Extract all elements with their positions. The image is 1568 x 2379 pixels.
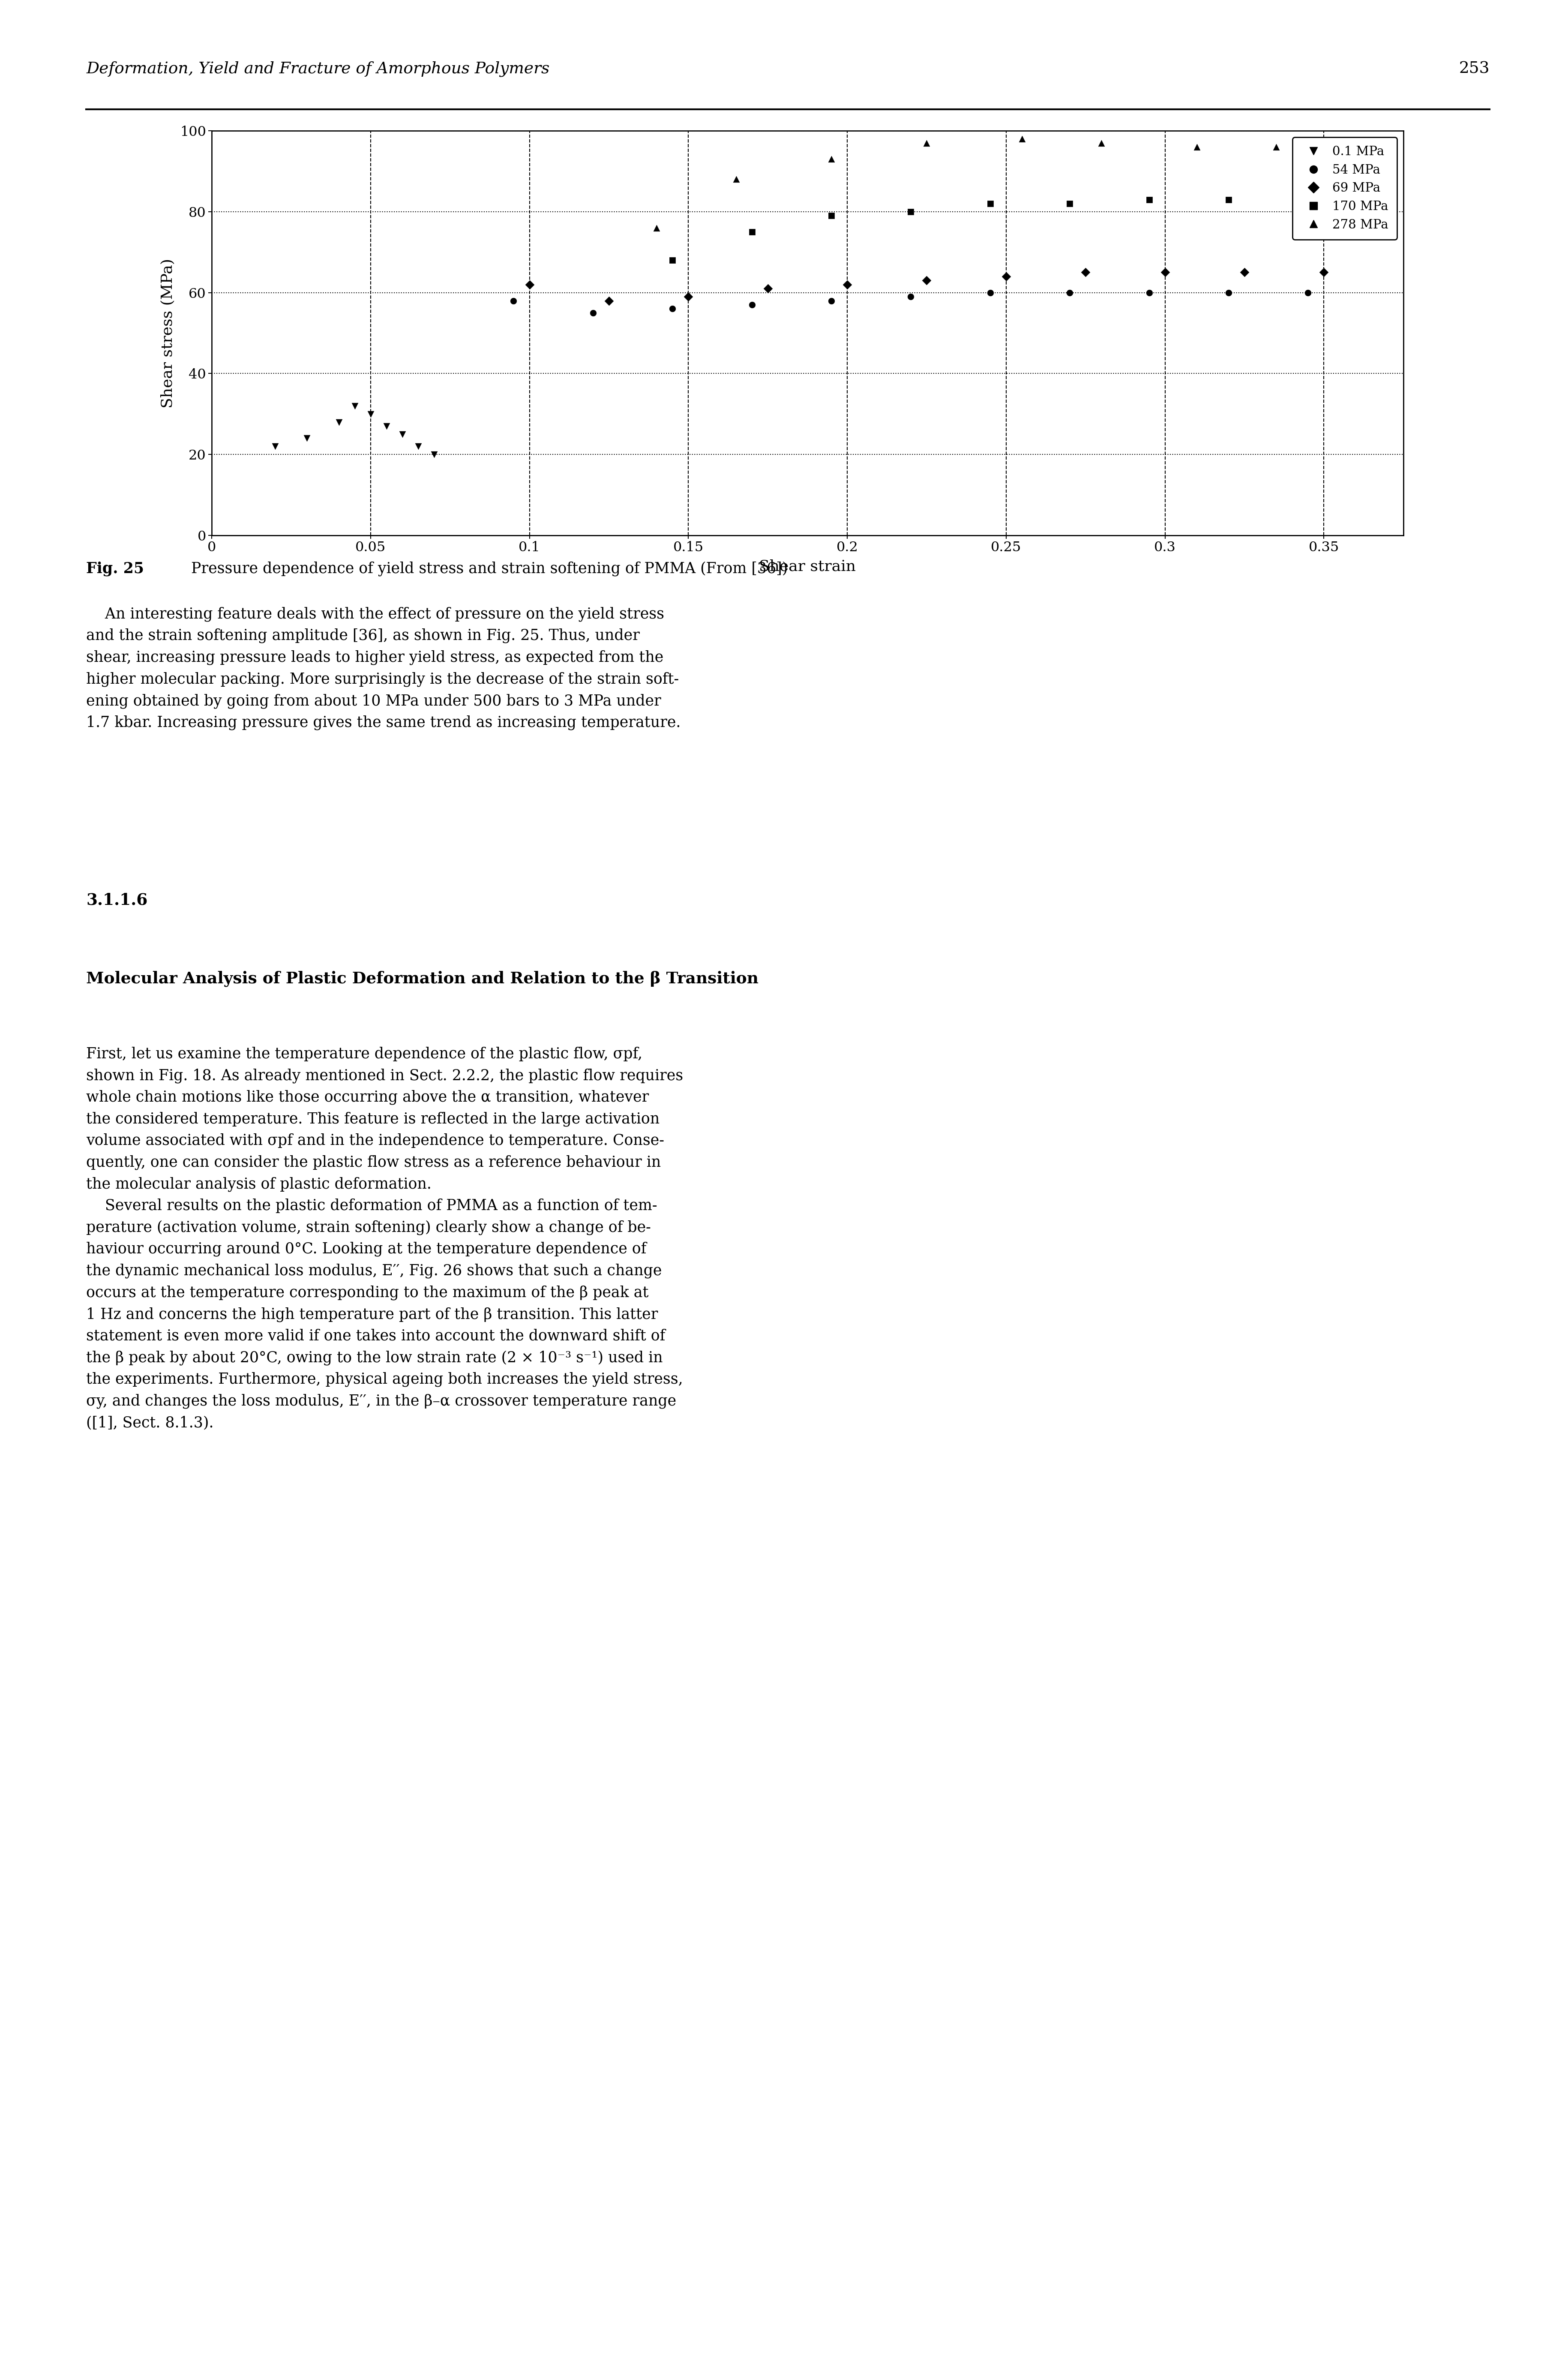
Point: [596, 281, 621, 319]
Point: [644, 209, 670, 247]
Point: [818, 140, 844, 178]
Point: [1137, 181, 1162, 219]
Point: [326, 402, 351, 440]
Point: [1232, 255, 1258, 293]
Point: [676, 278, 701, 316]
Point: [1311, 255, 1336, 293]
Point: [342, 388, 367, 426]
Point: [263, 428, 289, 466]
Point: [1088, 124, 1113, 162]
Point: [406, 428, 431, 466]
Point: [1057, 274, 1082, 312]
Point: [994, 257, 1019, 295]
Text: 253: 253: [1458, 62, 1490, 76]
Point: [422, 435, 447, 473]
X-axis label: Shear strain: Shear strain: [759, 559, 856, 573]
Point: [818, 197, 844, 236]
Point: [914, 124, 939, 162]
Point: [390, 414, 416, 452]
Point: [914, 262, 939, 300]
Point: [295, 419, 320, 457]
Point: [756, 269, 781, 307]
Point: [978, 274, 1004, 312]
Point: [660, 290, 685, 328]
Point: [723, 159, 748, 197]
Point: [834, 266, 859, 305]
Point: [898, 193, 924, 231]
Y-axis label: Shear stress (MPa): Shear stress (MPa): [160, 259, 176, 407]
Point: [1137, 274, 1162, 312]
Text: Molecular Analysis of Plastic Deformation and Relation to the β Transition: Molecular Analysis of Plastic Deformatio…: [86, 971, 759, 987]
Point: [517, 266, 543, 305]
Point: [978, 186, 1004, 224]
Point: [898, 278, 924, 316]
Point: [1073, 255, 1098, 293]
Point: [1264, 128, 1289, 167]
Point: [740, 214, 765, 252]
Text: Pressure dependence of yield stress and strain softening of PMMA (From [36]): Pressure dependence of yield stress and …: [182, 561, 787, 576]
Text: First, let us examine the temperature dependence of the plastic flow, σpf,
shown: First, let us examine the temperature de…: [86, 1047, 684, 1430]
Point: [373, 407, 398, 445]
Point: [1295, 171, 1320, 209]
Text: Fig. 25: Fig. 25: [86, 561, 144, 576]
Point: [1295, 274, 1320, 312]
Point: [580, 293, 605, 331]
Text: An interesting feature deals with the effect of pressure on the yield stress
and: An interesting feature deals with the ef…: [86, 607, 681, 730]
Point: [1184, 128, 1209, 167]
Point: [358, 395, 383, 433]
Point: [660, 240, 685, 278]
Legend: 0.1 MPa, 54 MPa, 69 MPa, 170 MPa, 278 MPa: 0.1 MPa, 54 MPa, 69 MPa, 170 MPa, 278 MP…: [1292, 138, 1397, 240]
Point: [818, 281, 844, 319]
Point: [740, 285, 765, 324]
Point: [1217, 181, 1242, 219]
Point: [1010, 119, 1035, 157]
Point: [1057, 186, 1082, 224]
Point: [502, 281, 527, 319]
Point: [1152, 255, 1178, 293]
Text: 3.1.1.6: 3.1.1.6: [86, 892, 147, 909]
Point: [1217, 274, 1242, 312]
Text: Deformation, Yield and Fracture of Amorphous Polymers: Deformation, Yield and Fracture of Amorp…: [86, 62, 550, 76]
